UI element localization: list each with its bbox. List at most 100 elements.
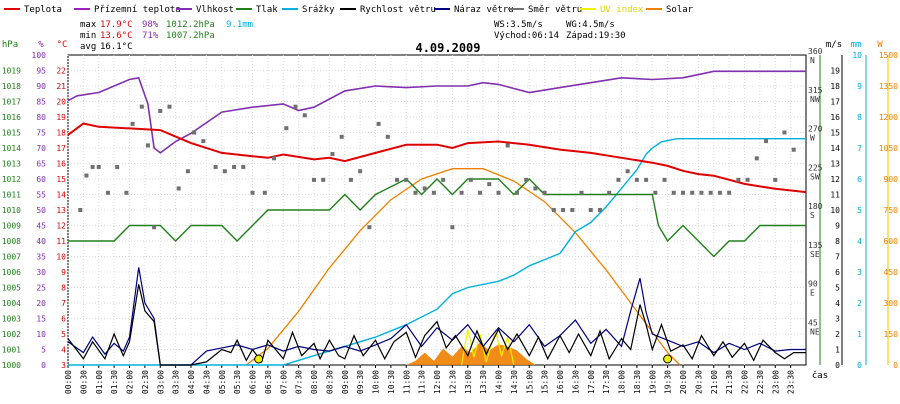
wind-tick-label: 16 [830, 113, 840, 122]
direction-dot [395, 177, 400, 182]
solar-tick-label: 0 [893, 361, 898, 370]
direction-dot [431, 190, 436, 195]
x-tick-label: 23:00 [771, 370, 780, 394]
direction-dot [145, 143, 150, 148]
direction-dot [644, 177, 649, 182]
solar-tick-label: 300 [884, 299, 899, 308]
x-tick-label: 11:30 [418, 370, 427, 394]
x-tick-label: 09:00 [341, 370, 350, 394]
humidity-tick-label: 90 [36, 82, 46, 91]
temperature-tick-label: 5 [61, 330, 66, 339]
wind-tick-label: 18 [830, 82, 840, 91]
temperature-tick-label: 11 [56, 237, 66, 246]
series-rychlost [67, 284, 806, 366]
temperature-tick-label: 12 [56, 222, 66, 231]
legend-tlak: Tlak [236, 5, 278, 15]
direction-dot [158, 108, 163, 113]
sun-marker-sunset [663, 354, 673, 364]
wind-tick-label: 11 [830, 191, 840, 200]
direction-dot [90, 164, 95, 169]
direction-dot [321, 177, 326, 182]
direction-dot [241, 164, 246, 169]
x-tick-label: 14:00 [495, 370, 504, 394]
x-tick-label: 20:30 [694, 370, 703, 394]
x-tick-label: 16:00 [556, 370, 565, 394]
x-tick-label: 13:30 [479, 370, 488, 394]
legend-vlhkost-label: Vlhkost [196, 5, 234, 15]
temperature-tick-label: 19 [56, 113, 66, 122]
x-tick-label: 04:00 [187, 370, 196, 394]
direction-tick-degrees: 45 [808, 318, 818, 327]
direction-dot [681, 190, 685, 195]
series-teplota [67, 122, 807, 194]
wind-tick-label: 12 [830, 175, 840, 184]
legend-srazky: Srážky [282, 5, 335, 15]
temperature-tick-label: 21 [56, 82, 66, 91]
pressure-tick-label: 1016 [2, 113, 21, 122]
x-tick-label: 17:00 [587, 370, 596, 394]
humidity-tick-label: 60 [36, 175, 46, 184]
direction-tick-degrees: 135 [808, 241, 823, 250]
x-tick-label: 19:30 [664, 370, 673, 394]
temperature-tick-label: 18 [56, 129, 66, 138]
solar-tick-label: 1350 [879, 82, 898, 91]
direction-dot [272, 156, 277, 161]
legend-srazky-label: Srážky [302, 5, 335, 15]
unit-pct: % [38, 40, 44, 50]
stat-sunrise: Východ:06:14 [494, 31, 559, 41]
direction-dot [302, 113, 307, 118]
direction-dot [376, 121, 381, 126]
x-tick-label: 07:30 [295, 370, 304, 394]
direction-dot [561, 208, 566, 212]
direction-dot [167, 104, 172, 109]
solar-tick-label: 900 [884, 175, 899, 184]
unit-hpa: hPa [2, 40, 18, 50]
direction-dot [690, 190, 695, 195]
direction-dot [124, 190, 129, 195]
temperature-tick-label: 8 [61, 284, 66, 293]
direction-dot [653, 190, 658, 195]
pressure-tick-label: 1009 [2, 222, 21, 231]
wind-tick-label: 19 [830, 67, 840, 76]
direction-dot [634, 177, 639, 182]
direction-dot [671, 190, 676, 195]
direction-dot [514, 190, 519, 195]
pressure-tick-label: 1011 [2, 191, 21, 200]
direction-tick-label: NE [810, 327, 820, 336]
stat-ws: WS:3.5m/s [494, 20, 543, 30]
temperature-tick-label: 10 [56, 253, 66, 262]
humidity-tick-label: 55 [36, 191, 46, 200]
humidity-tick-label: 50 [36, 206, 46, 215]
direction-dot [312, 177, 316, 182]
solar-tick-label: 1050 [879, 144, 898, 153]
x-tick-label: 17:30 [602, 370, 611, 394]
x-tick-label: 04:30 [202, 370, 211, 394]
wind-tick-label: 10 [830, 206, 840, 215]
direction-dot [616, 177, 621, 182]
solar-tick-label: 1200 [879, 113, 898, 122]
direction-tick-degrees: 360 [808, 47, 823, 56]
stat-min-label: min [80, 31, 96, 41]
direction-tick-label: NW [810, 95, 820, 104]
legend-teplota-label: Teplota [24, 5, 62, 15]
stat-max-hum: 98% [142, 20, 159, 30]
direction-dot [185, 169, 190, 174]
humidity-tick-label: 0 [41, 361, 46, 370]
direction-tick-degrees: 270 [808, 125, 823, 134]
direction-dot [450, 225, 455, 230]
humidity-tick-label: 25 [36, 284, 46, 293]
direction-tick-degrees: 90 [808, 280, 818, 289]
pressure-tick-label: 1019 [2, 67, 21, 76]
rain-tick-label: 8 [857, 113, 862, 122]
legend-rosny: Přízemní teplota [74, 5, 181, 15]
direction-dot [250, 190, 255, 195]
rain-tick-label: 2 [857, 299, 862, 308]
rain-tick-label: 10 [852, 51, 862, 60]
pressure-tick-label: 1014 [2, 144, 21, 153]
direction-dot [358, 169, 363, 174]
wind-tick-label: 2 [835, 330, 840, 339]
legend-smer-label: Směr větru [528, 5, 582, 15]
rain-tick-label: 6 [857, 175, 862, 184]
direction-dot [736, 177, 741, 182]
